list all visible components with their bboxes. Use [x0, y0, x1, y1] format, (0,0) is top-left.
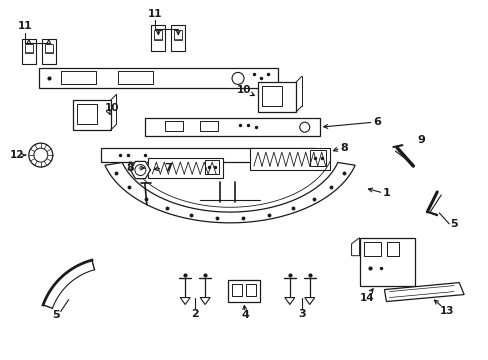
- Text: 8: 8: [340, 143, 348, 153]
- Bar: [200, 121, 218, 131]
- Polygon shape: [285, 298, 294, 305]
- Bar: [45, 44, 53, 54]
- Bar: [171, 24, 185, 50]
- Bar: [61, 71, 95, 84]
- Bar: [227, 280, 260, 302]
- Text: 5: 5: [449, 219, 457, 229]
- Bar: [309, 150, 325, 166]
- Bar: [41, 39, 56, 64]
- Bar: [386, 242, 399, 256]
- Text: 2: 2: [191, 310, 199, 319]
- Text: 5: 5: [52, 310, 60, 320]
- Text: 10: 10: [236, 85, 251, 95]
- Bar: [22, 39, 36, 64]
- Polygon shape: [304, 298, 314, 305]
- Bar: [101, 148, 314, 162]
- Bar: [154, 30, 162, 40]
- Bar: [363, 242, 381, 256]
- Text: 3: 3: [297, 310, 305, 319]
- Polygon shape: [105, 162, 354, 223]
- Bar: [205, 160, 219, 174]
- Text: 13: 13: [439, 306, 453, 316]
- Bar: [77, 104, 96, 124]
- Bar: [258, 82, 295, 112]
- Bar: [165, 121, 183, 131]
- Polygon shape: [351, 238, 359, 256]
- Text: 12: 12: [10, 150, 24, 160]
- Polygon shape: [384, 283, 463, 302]
- Text: 11: 11: [148, 9, 163, 19]
- Polygon shape: [180, 298, 190, 305]
- Text: 11: 11: [18, 21, 32, 31]
- Polygon shape: [130, 161, 150, 179]
- Bar: [151, 24, 165, 50]
- Text: 10: 10: [105, 103, 120, 113]
- Bar: [249, 148, 329, 170]
- Bar: [359, 238, 414, 285]
- Bar: [39, 68, 277, 88]
- Bar: [148, 158, 223, 178]
- Text: 1: 1: [382, 188, 389, 198]
- Text: 9: 9: [417, 135, 425, 145]
- Text: 4: 4: [241, 310, 248, 320]
- Circle shape: [29, 143, 53, 167]
- Text: 6: 6: [373, 117, 381, 127]
- Bar: [118, 71, 153, 84]
- Bar: [73, 100, 110, 130]
- Text: 14: 14: [360, 293, 374, 302]
- Polygon shape: [200, 298, 210, 305]
- Text: 8: 8: [126, 163, 134, 173]
- Bar: [25, 44, 33, 54]
- Bar: [262, 86, 281, 106]
- Bar: [174, 30, 182, 40]
- Bar: [232, 284, 242, 296]
- Bar: [145, 118, 319, 136]
- Text: 7: 7: [164, 163, 172, 173]
- Bar: [245, 284, 255, 296]
